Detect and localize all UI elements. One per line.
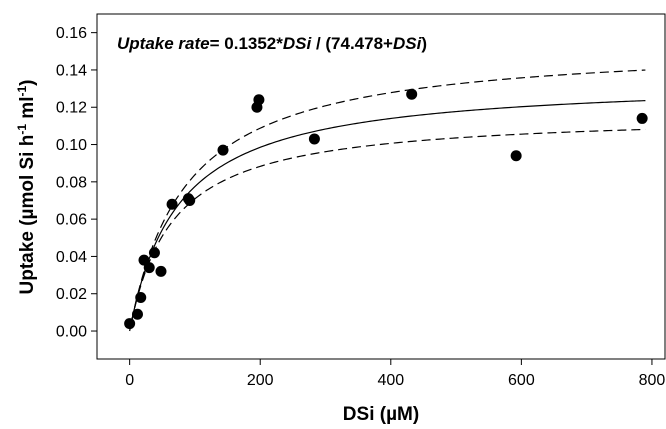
equation-var2: DSi xyxy=(393,34,423,53)
equation-text: = 0.1352* xyxy=(210,34,284,53)
data-point xyxy=(124,318,136,330)
data-point xyxy=(510,150,522,162)
data-point xyxy=(155,265,167,277)
data-point xyxy=(253,94,265,106)
ticks xyxy=(91,32,653,365)
y-axis-title-suffix: ) xyxy=(17,80,38,86)
y-axis-title: Uptake (µmol Si h-1 ml-1) xyxy=(15,80,38,295)
tick-labels: 0 200 400 600 800 0.00 0.02 0.04 0.06 0.08 0.10 0.1… xyxy=(56,25,666,389)
y-tick-label: 0.06 xyxy=(56,212,87,229)
y-axis-title-prefix: Uptake (µmol Si h xyxy=(17,135,38,295)
curves xyxy=(129,69,646,332)
equation-annotation: Uptake rate= 0.1352*DSi / (74.478+DSi) xyxy=(117,34,427,53)
data-point xyxy=(143,262,155,274)
equation-mid: / (74.478+ xyxy=(311,34,393,53)
x-tick-label: 200 xyxy=(247,372,274,389)
x-tick-label: 400 xyxy=(377,372,404,389)
equation-end: ) xyxy=(421,34,427,53)
y-axis-title-sup2: -1 xyxy=(15,86,29,97)
data-point xyxy=(308,133,320,145)
y-tick-label: 0.10 xyxy=(56,137,87,154)
equation-label: Uptake rate xyxy=(117,34,210,53)
confidence-band-lower xyxy=(131,128,646,322)
x-axis-title: DSi (µM) xyxy=(343,404,419,425)
y-tick-label: 0.12 xyxy=(56,100,87,117)
x-tick-label: 800 xyxy=(639,372,666,389)
y-axis-title-middle: ml xyxy=(17,97,38,124)
y-axis-title-sup1: -1 xyxy=(15,124,29,135)
data-point xyxy=(148,247,160,259)
plot-frame xyxy=(96,13,666,360)
y-tick-label: 0.00 xyxy=(56,324,87,341)
data-point xyxy=(184,194,196,206)
x-tick-label: 0 xyxy=(125,372,134,389)
data-point xyxy=(636,112,648,124)
fit-curve xyxy=(129,100,646,332)
confidence-band-upper xyxy=(131,69,646,322)
data-point xyxy=(166,198,178,210)
equation-var1: DSi xyxy=(283,34,313,53)
data-point xyxy=(217,144,229,156)
data-points xyxy=(124,88,648,330)
data-point xyxy=(135,291,147,303)
data-point xyxy=(131,308,143,320)
y-tick-label: 0.08 xyxy=(56,174,87,191)
y-tick-label: 0.14 xyxy=(56,62,87,79)
y-tick-label: 0.02 xyxy=(56,286,87,303)
data-point xyxy=(406,88,418,100)
x-tick-label: 600 xyxy=(508,372,535,389)
y-tick-label: 0.16 xyxy=(56,25,87,42)
y-tick-label: 0.04 xyxy=(56,249,87,266)
